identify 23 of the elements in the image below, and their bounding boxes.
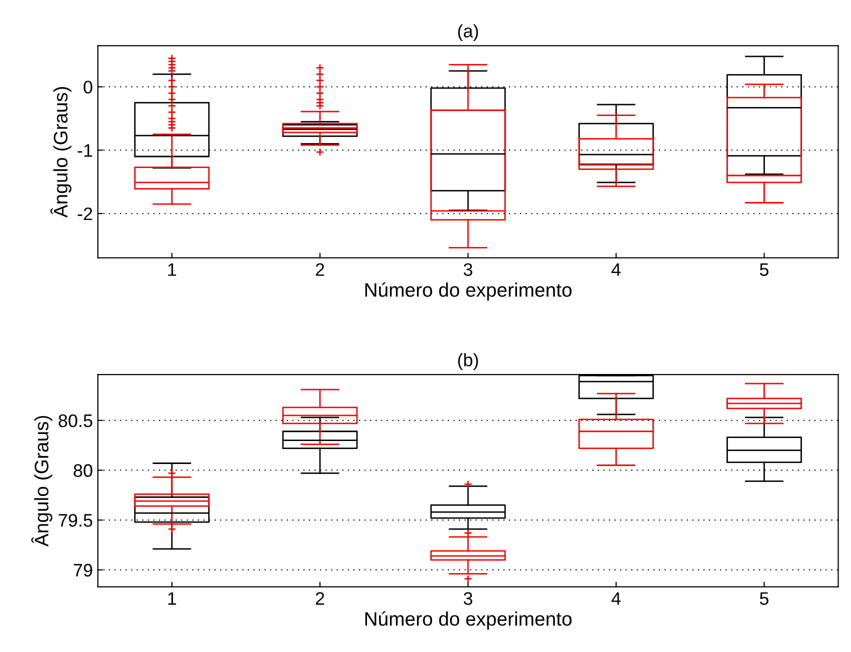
y-tick-label: -2 bbox=[78, 207, 92, 220]
x-axis-title: Número do experimento bbox=[365, 611, 572, 630]
x-tick-label: 1 bbox=[168, 263, 176, 276]
x-tick-label: 3 bbox=[464, 592, 472, 605]
y-axis-title: Ângulo (Graus) bbox=[31, 416, 52, 547]
x-axis-title: Número do experimento bbox=[365, 282, 572, 301]
x-tick-label: 4 bbox=[612, 592, 621, 605]
x-tick-label: 5 bbox=[760, 263, 768, 276]
x-tick-label: 2 bbox=[316, 263, 324, 276]
x-tick-label: 5 bbox=[760, 592, 768, 605]
y-tick-label: -1 bbox=[78, 144, 92, 157]
y-axis-title: Ângulo (Graus) bbox=[50, 87, 72, 218]
x-tick-label: 1 bbox=[168, 592, 176, 605]
y-tick-label: 79 bbox=[74, 564, 92, 577]
x-tick-label: 2 bbox=[316, 592, 324, 605]
y-tick-label: 80.5 bbox=[58, 414, 92, 428]
x-tick-label: 4 bbox=[612, 263, 621, 276]
y-tick-label: 79.5 bbox=[58, 514, 92, 527]
chart-title: (a) bbox=[458, 24, 478, 42]
chart-title: (b) bbox=[458, 353, 478, 370]
y-tick-label: 0 bbox=[84, 80, 92, 94]
x-tick-label: 3 bbox=[464, 263, 472, 276]
y-tick-label: 80 bbox=[74, 464, 92, 477]
